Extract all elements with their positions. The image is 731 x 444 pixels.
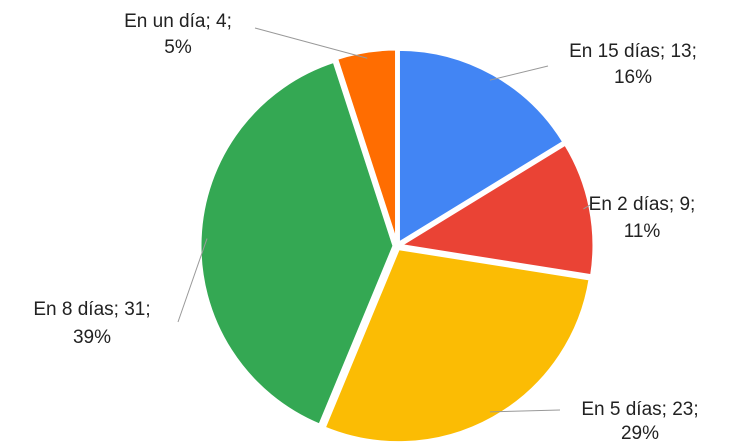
leader-line — [583, 204, 591, 210]
slice-label: En 2 días; 9; — [589, 194, 696, 215]
slice-percent: 29% — [621, 423, 659, 444]
leader-line — [177, 238, 208, 323]
pie-slice — [395, 141, 596, 278]
pie-slice — [396, 47, 566, 247]
slice-percent: 16% — [614, 67, 652, 88]
slice-label: En 8 días; 31; — [33, 299, 150, 320]
slice-percent: 11% — [624, 221, 661, 242]
pie-slice — [322, 246, 592, 444]
leader-line — [489, 65, 549, 81]
slice-label: En 5 días; 23; — [581, 399, 698, 420]
leader-line — [489, 409, 561, 413]
slice-percent: 39% — [73, 327, 111, 348]
slice-label: En un día; 4; — [124, 11, 232, 32]
pie-slice — [198, 59, 396, 428]
pie-slice — [334, 47, 399, 244]
slice-percent: 5% — [164, 37, 192, 58]
leader-line — [254, 27, 368, 59]
slice-label: En 15 días; 13; — [569, 41, 697, 62]
